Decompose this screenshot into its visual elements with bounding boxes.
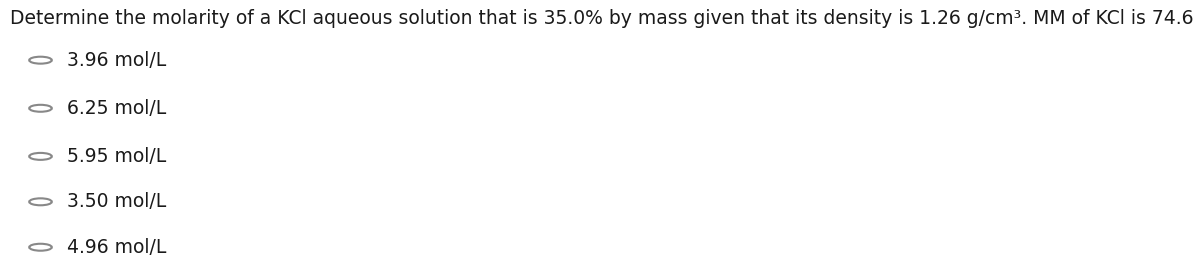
Text: 3.50 mol/L: 3.50 mol/L xyxy=(66,192,166,211)
Text: Determine the molarity of a KCl aqueous solution that is 35.0% by mass given tha: Determine the molarity of a KCl aqueous … xyxy=(10,9,1200,28)
Text: 5.95 mol/L: 5.95 mol/L xyxy=(66,147,166,166)
Text: 4.96 mol/L: 4.96 mol/L xyxy=(66,238,166,257)
Text: 3.96 mol/L: 3.96 mol/L xyxy=(66,51,166,70)
Text: 6.25 mol/L: 6.25 mol/L xyxy=(66,99,166,118)
